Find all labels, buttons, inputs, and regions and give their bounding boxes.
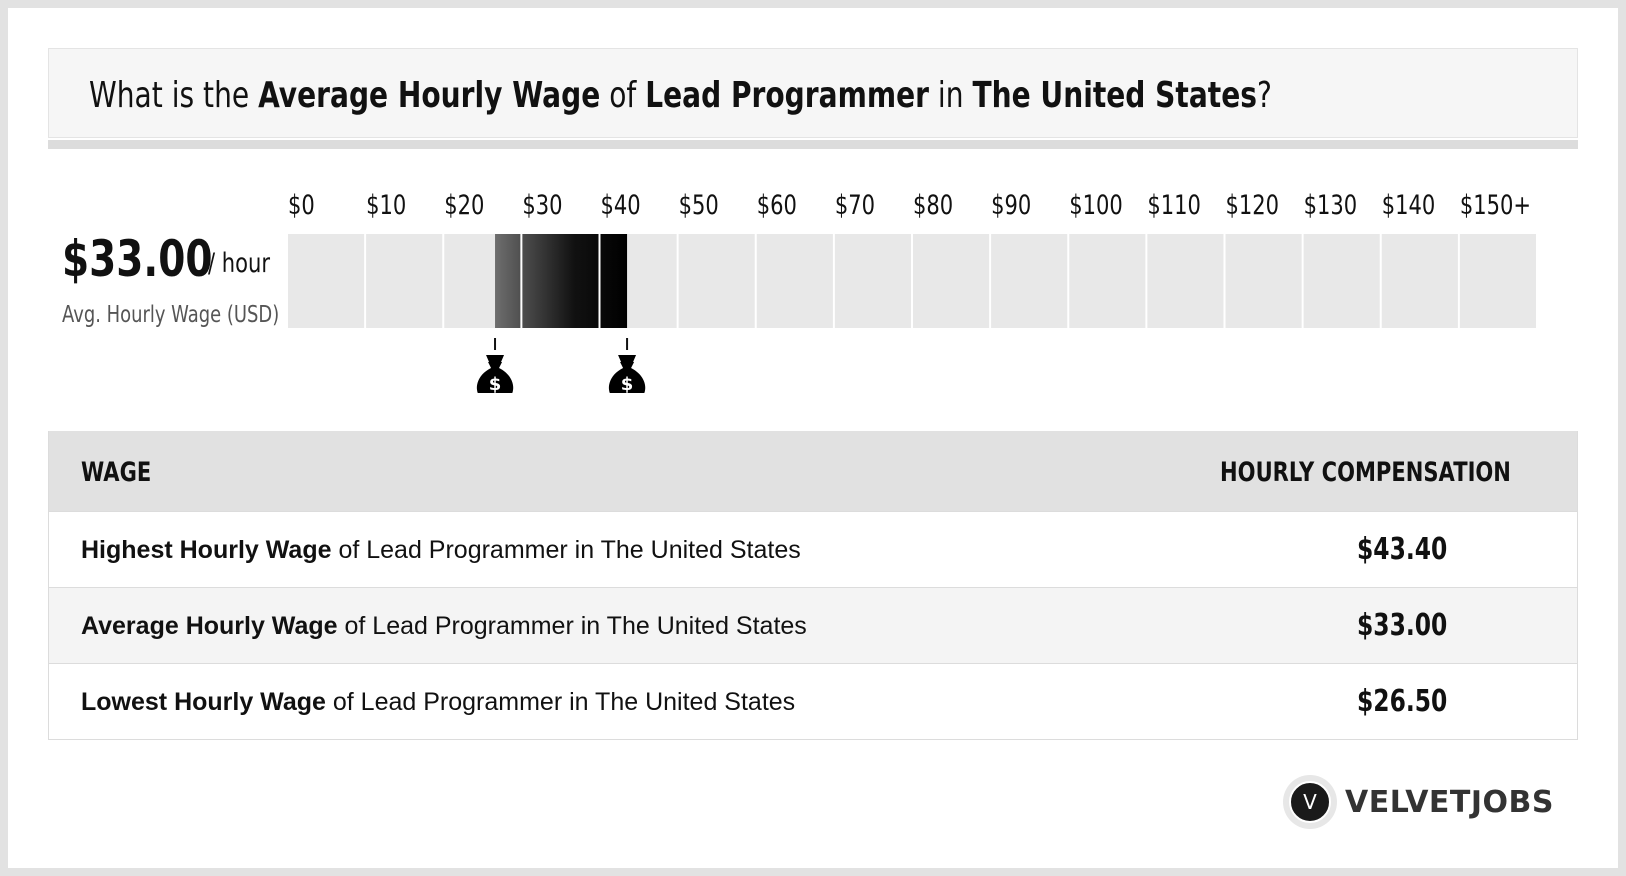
tick-label: $100 xyxy=(1069,189,1123,220)
svg-text:$: $ xyxy=(621,374,634,393)
bar-cell xyxy=(834,234,911,328)
bar-cell xyxy=(913,234,990,328)
velvetjobs-logo-icon: V xyxy=(1283,775,1337,829)
tick-label: $80 xyxy=(913,189,953,220)
tick-label: $150+ xyxy=(1460,189,1531,220)
money-bag-icon: $ xyxy=(476,355,514,393)
tick-label: $60 xyxy=(757,189,797,220)
table-row: Lowest Hourly Wage of Lead Programmer in… xyxy=(49,663,1577,739)
bar-cell xyxy=(1381,234,1458,328)
average-wage-unit: / hour xyxy=(208,248,271,279)
tick-label: $30 xyxy=(522,189,562,220)
tick-label: $10 xyxy=(366,189,406,220)
table-header: WAGE HOURLY COMPENSATION xyxy=(49,431,1577,511)
bar-cell xyxy=(1459,234,1536,328)
average-wage-value: $33.00 xyxy=(62,230,213,288)
page-title: What is the Average Hourly Wage of Lead … xyxy=(89,75,1272,116)
cell-divider xyxy=(520,234,523,328)
tick-label: $70 xyxy=(835,189,875,220)
row-label: Average Hourly Wage of Lead Programmer i… xyxy=(81,612,807,640)
bar-cell xyxy=(1147,234,1224,328)
tick-label: $20 xyxy=(444,189,484,220)
bar-cell xyxy=(1225,234,1302,328)
money-bag-icon: $ xyxy=(608,355,646,393)
wage-range-bar xyxy=(495,234,628,328)
tick-label: $0 xyxy=(288,189,315,220)
tick-label: $50 xyxy=(679,189,719,220)
tick-label: $90 xyxy=(991,189,1031,220)
bar-cell xyxy=(288,234,365,328)
bar-cell xyxy=(366,234,443,328)
bar-cell xyxy=(678,234,755,328)
average-wage-label: Avg. Hourly Wage (USD) xyxy=(62,302,280,328)
question-divider xyxy=(48,140,1578,149)
question-box: What is the Average Hourly Wage of Lead … xyxy=(48,48,1578,138)
bar-cell xyxy=(991,234,1068,328)
cell-divider xyxy=(598,234,601,328)
row-value: $26.50 xyxy=(1357,684,1448,719)
logo-letter: V xyxy=(1289,781,1331,823)
tick-label: $130 xyxy=(1304,189,1358,220)
wage-range-chart: $0 $10 $20 $30 $40 $50 $60 $70 $80 $90 $100 $110 $12… xyxy=(288,189,1536,393)
brand-logo: V VELVETJOBS xyxy=(1283,774,1554,830)
tick-label: $110 xyxy=(1147,189,1201,220)
tick-label: $140 xyxy=(1382,189,1436,220)
row-value: $33.00 xyxy=(1357,608,1448,643)
bar-cell xyxy=(1069,234,1146,328)
table-row: Highest Hourly Wage of Lead Programmer i… xyxy=(49,511,1577,587)
tick-label: $40 xyxy=(601,189,641,220)
bar-cell xyxy=(756,234,833,328)
wage-table: WAGE HOURLY COMPENSATION Highest Hourly … xyxy=(48,431,1578,740)
wage-card: What is the Average Hourly Wage of Lead … xyxy=(8,8,1618,868)
tick-label: $120 xyxy=(1226,189,1280,220)
row-label: Highest Hourly Wage of Lead Programmer i… xyxy=(81,536,801,564)
bar-cell xyxy=(1303,234,1380,328)
column-header-compensation: HOURLY COMPENSATION xyxy=(1220,457,1511,488)
svg-text:$: $ xyxy=(489,374,502,393)
row-label: Lowest Hourly Wage of Lead Programmer in… xyxy=(81,688,796,716)
column-header-wage: WAGE xyxy=(81,457,152,488)
brand-name: VELVETJOBS xyxy=(1345,784,1555,820)
table-row: Average Hourly Wage of Lead Programmer i… xyxy=(49,587,1577,663)
row-value: $43.40 xyxy=(1357,532,1448,567)
